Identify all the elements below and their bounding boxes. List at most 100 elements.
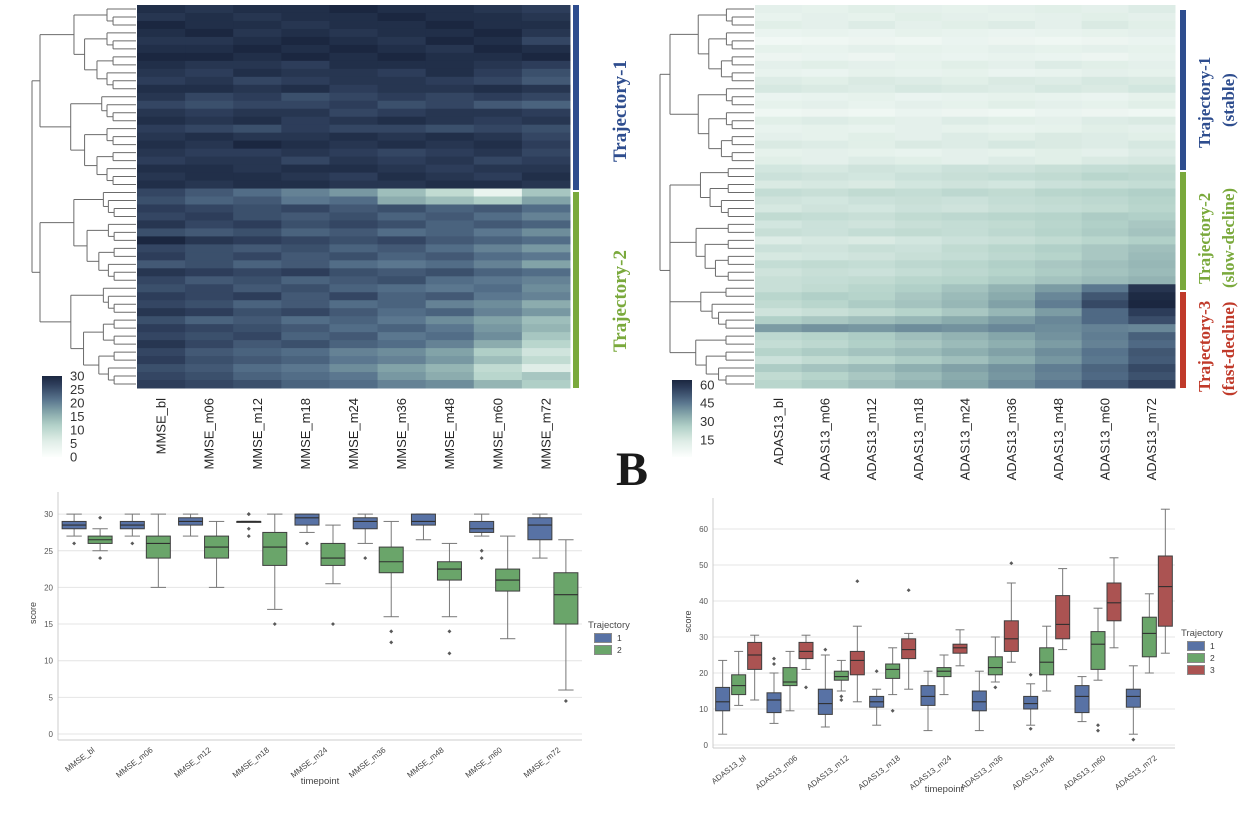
- svg-text:MMSE_m24: MMSE_m24: [346, 398, 361, 470]
- mmse-boxplot-series-1: [61, 512, 553, 561]
- left-trajectory1-label: Trajectory-1: [610, 60, 631, 162]
- right-trajectory2-label: Trajectory-2: [1195, 192, 1214, 284]
- svg-text:MMSE_m18: MMSE_m18: [231, 745, 272, 780]
- left-trajectory1-bar: [573, 5, 579, 190]
- svg-text:ADAS13_m06: ADAS13_m06: [818, 398, 833, 480]
- svg-text:ADAS13_m72: ADAS13_m72: [1144, 398, 1159, 480]
- mmse-boxplot: 0 5 10 15 20 25 30 score MMSE_bl MMSE_m06 MMSE_m12…: [28, 492, 582, 787]
- svg-text:ADAS13_m12: ADAS13_m12: [864, 398, 879, 480]
- svg-text:5: 5: [49, 693, 54, 702]
- svg-text:50: 50: [699, 561, 708, 570]
- legend-swatch-blue: [1187, 641, 1205, 651]
- legend-entry: 3: [1187, 665, 1223, 675]
- svg-text:0: 0: [49, 730, 54, 739]
- svg-text:10: 10: [70, 423, 84, 438]
- boxplot-right-legend: Trajectory 1 2 3: [1181, 628, 1223, 677]
- svg-text:MMSE_m72: MMSE_m72: [538, 398, 553, 470]
- svg-text:ADAS13_m18: ADAS13_m18: [911, 398, 926, 480]
- mmse-boxplot-grid: [58, 513, 582, 735]
- svg-text:MMSE_m48: MMSE_m48: [442, 398, 457, 470]
- svg-text:10: 10: [699, 705, 708, 714]
- svg-text:score: score: [28, 602, 38, 624]
- adas13-clustermap-column-labels: ADAS13_bl ADAS13_m06 ADAS13_m12 ADAS13_m18 A…: [771, 398, 1159, 480]
- svg-text:ADAS13_m12: ADAS13_m12: [805, 753, 851, 792]
- svg-text:ADAS13_m18: ADAS13_m18: [856, 753, 902, 792]
- right-trajectory3-bar: [1180, 292, 1186, 388]
- legend-entry: 2: [594, 645, 630, 655]
- svg-text:ADAS13_m24: ADAS13_m24: [958, 398, 973, 480]
- svg-text:ADAS13_bl: ADAS13_bl: [771, 398, 786, 465]
- legend-entry-label: 1: [617, 633, 622, 643]
- legend-title: Trajectory: [588, 620, 630, 631]
- right-trajectory3-label: Trajectory-3: [1195, 300, 1214, 392]
- panel-b-label: B: [616, 443, 649, 496]
- right-trajectory1-label: Trajectory-1: [1195, 56, 1214, 148]
- legend-entry-label: 3: [1210, 665, 1215, 675]
- svg-text:ADAS13_m36: ADAS13_m36: [1004, 398, 1019, 480]
- adas13-clustermap-heatmap: [755, 5, 1176, 389]
- svg-text:20: 20: [70, 396, 84, 411]
- svg-text:MMSE_m60: MMSE_m60: [464, 745, 505, 780]
- svg-text:timepoint: timepoint: [301, 776, 340, 787]
- svg-text:MMSE_m24: MMSE_m24: [289, 745, 330, 780]
- svg-text:MMSE_m36: MMSE_m36: [394, 398, 409, 470]
- svg-text:30: 30: [44, 510, 53, 519]
- svg-text:MMSE_m60: MMSE_m60: [490, 398, 505, 470]
- svg-text:MMSE_m36: MMSE_m36: [347, 745, 388, 780]
- legend-swatch-green: [1187, 653, 1205, 663]
- svg-text:60: 60: [700, 377, 714, 392]
- svg-text:25: 25: [44, 547, 53, 556]
- svg-text:MMSE_bl: MMSE_bl: [154, 398, 169, 454]
- svg-text:MMSE_bl: MMSE_bl: [63, 745, 96, 774]
- adas13-boxplot-series-3: [747, 508, 1173, 703]
- svg-text:25: 25: [70, 382, 84, 397]
- legend-entry-label: 2: [1210, 653, 1215, 663]
- svg-text:ADAS13_m72: ADAS13_m72: [1113, 753, 1159, 792]
- mmse-clustermap: MMSE_bl MMSE_m06 MMSE_m12 MMSE_m18 MMSE_m24 M…: [31, 5, 571, 470]
- svg-text:40: 40: [699, 597, 708, 606]
- svg-text:MMSE_m12: MMSE_m12: [250, 398, 265, 470]
- svg-text:ADAS13_m48: ADAS13_m48: [1051, 398, 1066, 480]
- mmse-boxplot-yticks: 0 5 10 15 20 25 30: [44, 510, 53, 739]
- svg-text:5: 5: [70, 436, 77, 451]
- svg-text:20: 20: [44, 583, 53, 592]
- svg-text:ADAS13_bl: ADAS13_bl: [710, 753, 748, 786]
- adas13-clustermap-colorbar: 60 45 30 15: [672, 377, 714, 457]
- svg-text:score: score: [683, 610, 693, 632]
- svg-text:10: 10: [44, 657, 53, 666]
- legend-entry: 1: [1187, 641, 1223, 651]
- legend-entry-label: 2: [617, 645, 622, 655]
- right-trajectory2-sublabel: (slow-decline): [1219, 187, 1238, 288]
- svg-text:15: 15: [44, 620, 53, 629]
- legend-swatch-blue: [594, 633, 612, 643]
- right-trajectory1-bar: [1180, 10, 1186, 170]
- svg-text:30: 30: [699, 633, 708, 642]
- svg-text:MMSE_m72: MMSE_m72: [522, 745, 563, 780]
- svg-text:MMSE_m06: MMSE_m06: [114, 745, 155, 780]
- svg-text:ADAS13_m60: ADAS13_m60: [1098, 398, 1113, 480]
- svg-text:0: 0: [70, 450, 77, 465]
- boxplot-left-legend: Trajectory 1 2: [588, 620, 630, 657]
- svg-text:15: 15: [70, 409, 84, 424]
- svg-text:ADAS13_m36: ADAS13_m36: [959, 753, 1005, 792]
- svg-text:30: 30: [700, 414, 714, 429]
- svg-text:ADAS13_m06: ADAS13_m06: [754, 753, 800, 792]
- adas13-clustermap: ADAS13_bl ADAS13_m06 ADAS13_m12 ADAS13_m18 A…: [659, 5, 1176, 480]
- svg-text:30: 30: [70, 369, 84, 384]
- svg-text:MMSE_m18: MMSE_m18: [298, 398, 313, 470]
- svg-text:15: 15: [700, 432, 714, 447]
- svg-text:60: 60: [699, 525, 708, 534]
- left-trajectory2-bar: [573, 192, 579, 388]
- mmse-boxplot-series-2: [87, 513, 579, 703]
- adas13-clustermap-dendrogram: [659, 8, 754, 385]
- adas13-boxplot-series-2: [731, 593, 1157, 733]
- legend-entry-label: 1: [1210, 641, 1215, 651]
- svg-text:MMSE_m12: MMSE_m12: [173, 745, 214, 780]
- right-trajectory1-sublabel: (stable): [1219, 73, 1238, 127]
- svg-text:MMSE_m48: MMSE_m48: [405, 745, 446, 780]
- svg-text:ADAS13_m60: ADAS13_m60: [1062, 753, 1108, 792]
